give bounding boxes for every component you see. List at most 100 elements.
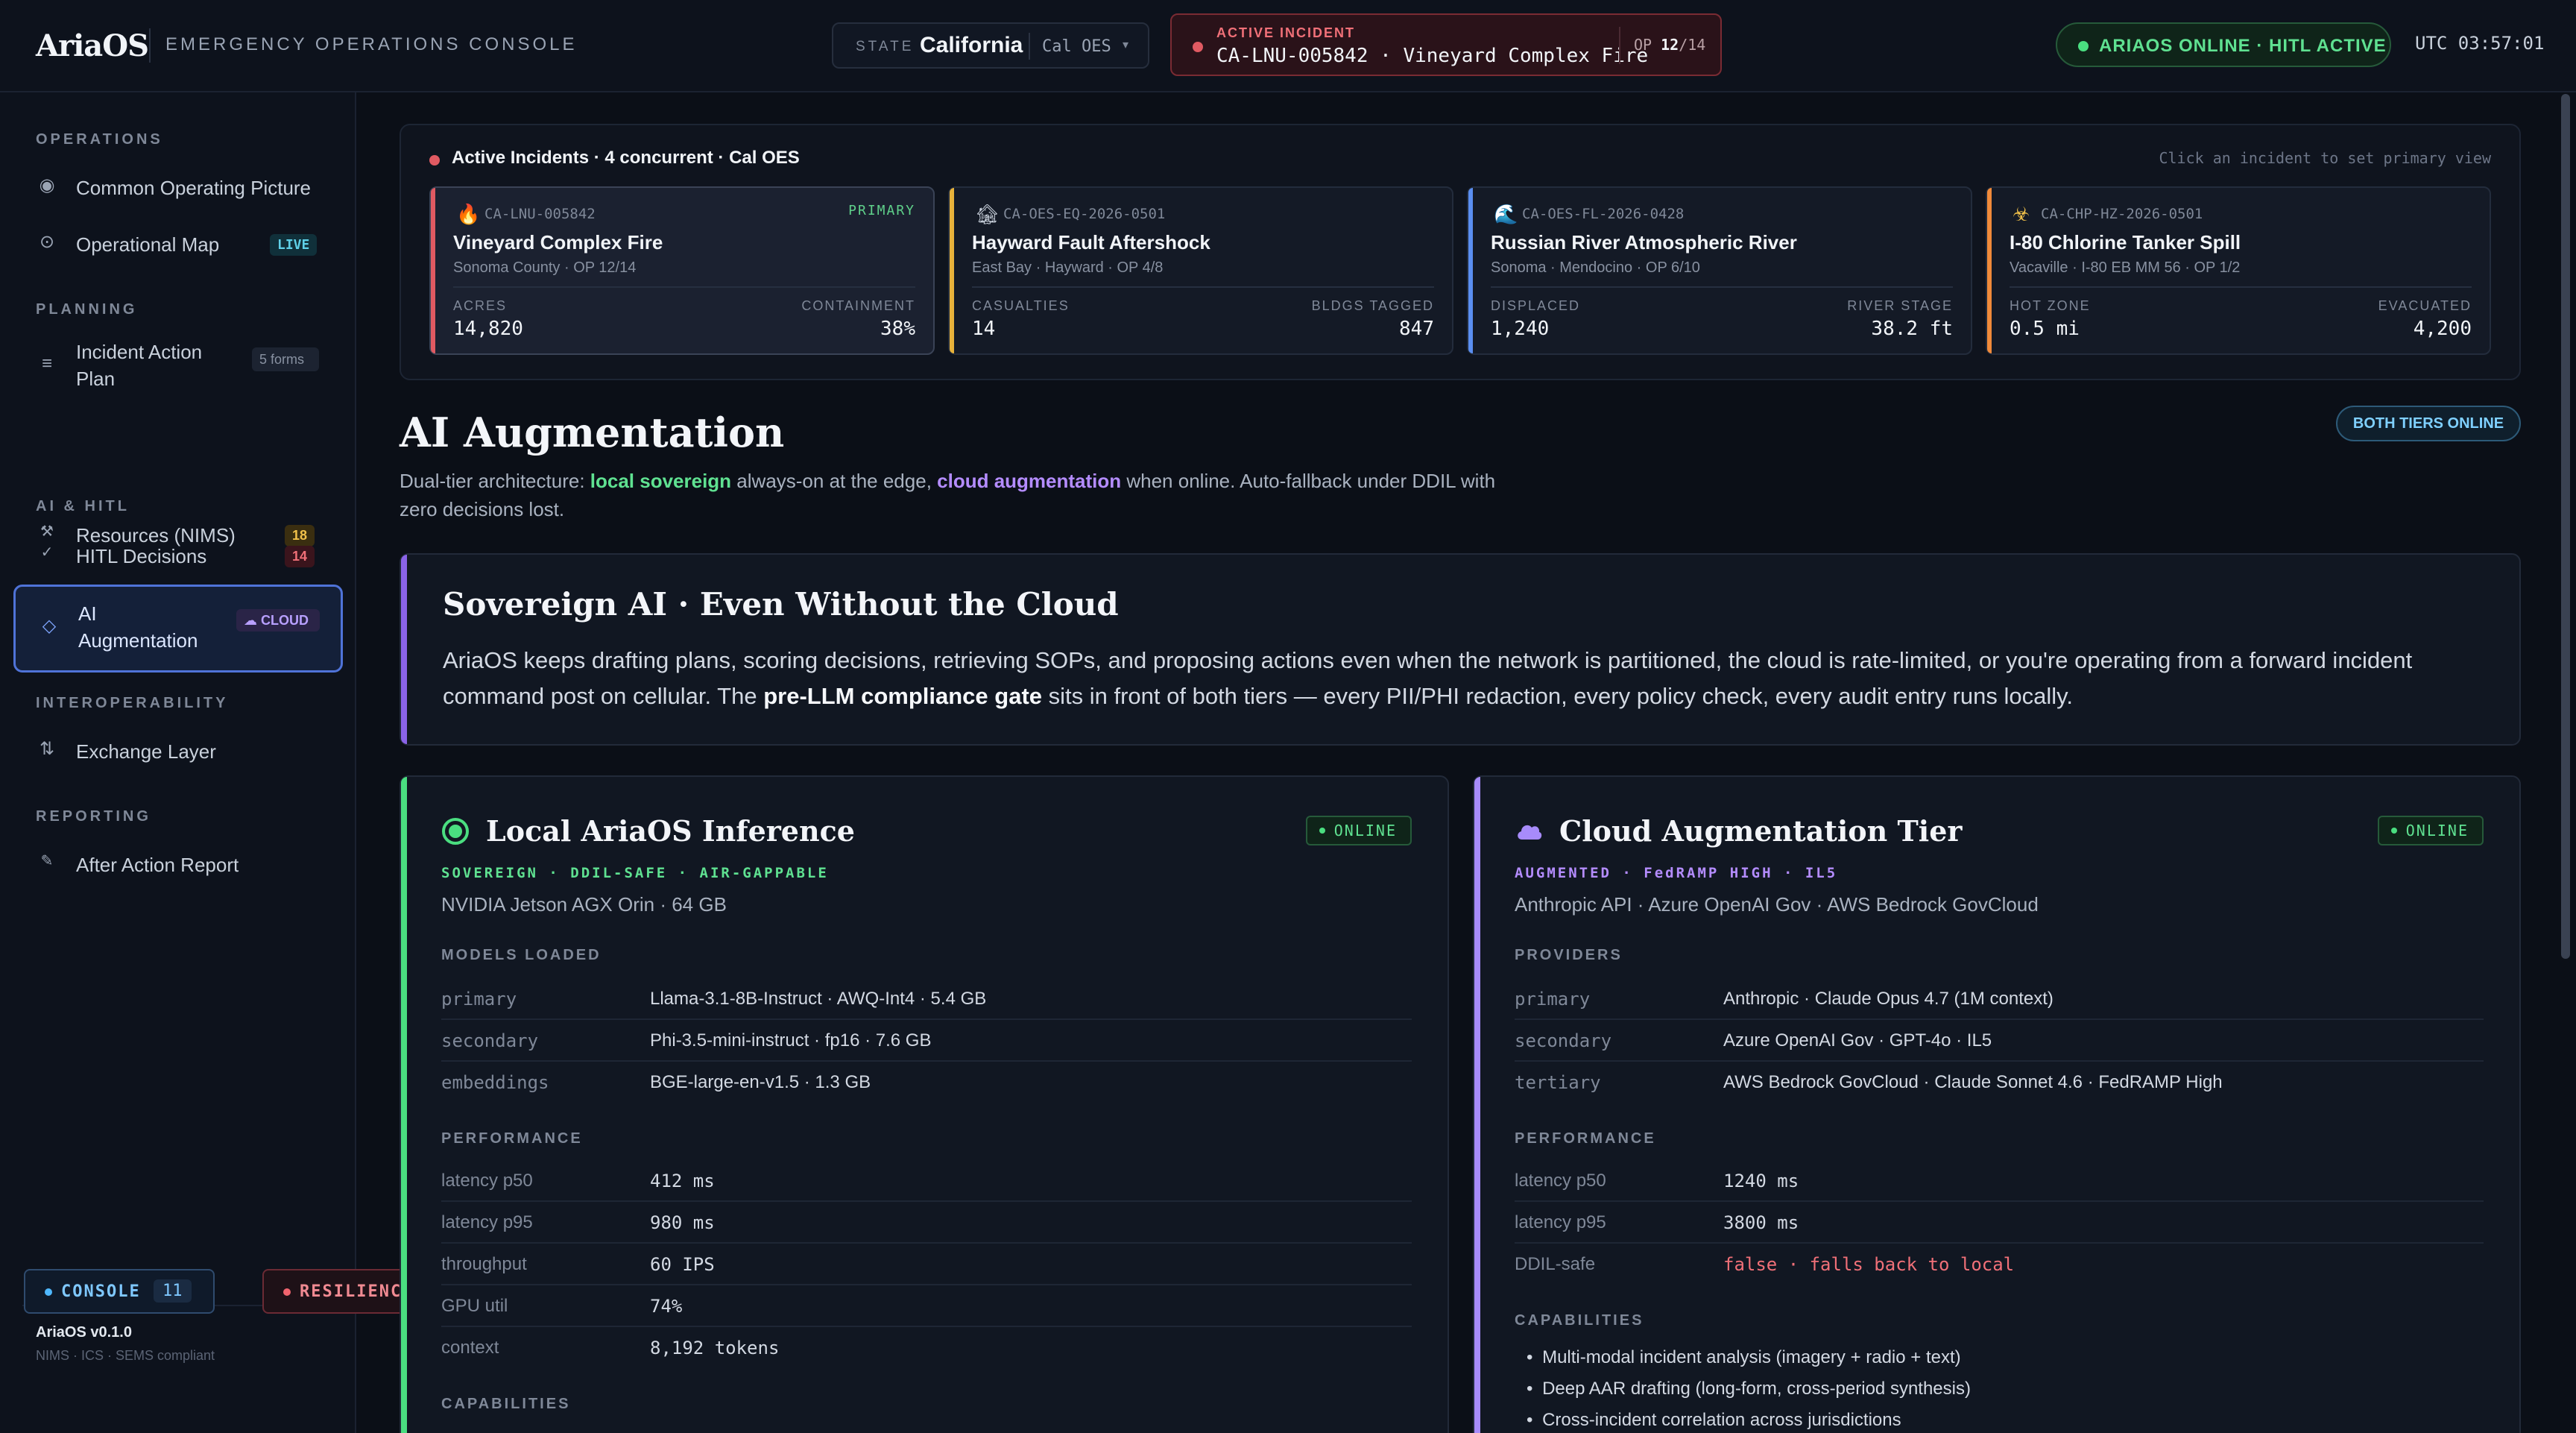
alert-dot-icon: [1193, 42, 1203, 52]
diamond-icon: ◇: [42, 616, 57, 636]
perf-row: throughput 60 IPS: [441, 1244, 1412, 1285]
compliance-note: NIMS · ICS · SEMS compliant: [36, 1348, 215, 1363]
sidebar-item-label: Operational Map: [76, 233, 220, 256]
app-logo[interactable]: AriaOS: [36, 28, 149, 63]
system-status-pill[interactable]: ARIAOS ONLINE · HITL ACTIVE: [2056, 22, 2391, 67]
sidebar-item-label: AI Augmentation: [78, 602, 198, 652]
incident-id: CA-CHP-HZ-2026-0501: [2041, 206, 2203, 222]
kv-key: secondary: [1515, 1030, 1612, 1051]
state-agency: Cal OES: [1042, 37, 1111, 56]
sidebar: OPERATIONS ◉ Common Operating Picture ⊙ …: [0, 92, 356, 1433]
desc-text: always-on at the edge,: [731, 470, 938, 492]
checkmark-icon: ✓: [40, 544, 54, 561]
scrollbar-thumb[interactable]: [2561, 94, 2570, 959]
kv-key: DDIL-safe: [1515, 1254, 1596, 1274]
incident-card[interactable]: 🔥 CA-LNU-005842 PRIMARY Vineyard Complex…: [429, 186, 935, 355]
kv-value: BGE-large-en-v1.5 · 1.3 GB: [650, 1072, 871, 1092]
status-dot-icon: [45, 1288, 52, 1296]
tools-icon: ⚒: [40, 523, 54, 540]
sidebar-item-after-action-report[interactable]: ✎ After Action Report: [13, 841, 343, 889]
app-version: AriaOS v0.1.0: [36, 1324, 132, 1341]
section-reporting: REPORTING: [36, 808, 151, 825]
swap-arrows-icon: ⇅: [39, 739, 55, 759]
chevron-down-icon: ▾: [1123, 39, 1129, 51]
tier-status-badge: ONLINE: [1305, 816, 1412, 845]
sidebar-item-common-operating-picture[interactable]: ◉ Common Operating Picture: [13, 164, 343, 212]
resources-count-badge: 18: [285, 525, 315, 547]
op-current: 12: [1661, 36, 1679, 54]
crosshair-icon: ⊙: [39, 232, 55, 252]
kv-key: context: [441, 1338, 499, 1358]
provider-row: primary Anthropic · Claude Opus 4.7 (1M c…: [1515, 978, 2484, 1020]
hitl-count-badge: 14: [285, 546, 315, 567]
sidebar-item-label: Resources (NIMS): [76, 524, 236, 547]
tier-status-badge: ONLINE: [2377, 816, 2484, 845]
kv-value: 8,192 tokens: [650, 1338, 780, 1358]
sidebar-item-ai-augmentation[interactable]: ◇ AI Augmentation ☁ CLOUD: [13, 585, 343, 673]
kv-value: false · falls back to local: [1723, 1254, 2015, 1275]
incident-card[interactable]: ☣ CA-CHP-HZ-2026-0501 I-80 Chlorine Tank…: [1986, 186, 2491, 355]
desc-local-highlight: local sovereign: [590, 470, 732, 492]
model-row: secondary Phi-3.5-mini-instruct · fp16 · …: [441, 1020, 1412, 1062]
incident-location: Sonoma · Mendocino · OP 6/10: [1491, 259, 1700, 276]
metric-value: 4,200: [2413, 318, 2472, 340]
console-title: EMERGENCY OPERATIONS CONSOLE: [165, 34, 578, 54]
metric-value: 14,820: [453, 318, 523, 340]
incident-id: CA-OES-FL-2026-0428: [1522, 206, 1685, 222]
kv-value: 74%: [650, 1296, 683, 1317]
local-tier-panel: Local AriaOS Inference ONLINE SOVEREIGN …: [400, 775, 1449, 1433]
incident-name: Hayward Fault Aftershock: [972, 231, 1210, 253]
active-incident-selector[interactable]: ACTIVE INCIDENT CA-LNU-005842 · Vineyard…: [1170, 13, 1722, 76]
status-dot-icon: [2078, 41, 2089, 51]
tier-title: Local AriaOS Inference: [486, 814, 855, 848]
console-button[interactable]: CONSOLE 11: [24, 1269, 215, 1314]
alert-dot-icon: [429, 155, 440, 166]
kv-value: 980 ms: [650, 1212, 715, 1233]
panel-title: Active Incidents · 4 concurrent · Cal OE…: [452, 148, 800, 168]
divider: [149, 28, 151, 63]
divider: [1491, 286, 1953, 288]
kv-key: latency p95: [441, 1212, 533, 1232]
primary-tag: PRIMARY: [848, 203, 915, 218]
both-tiers-status-pill: BOTH TIERS ONLINE: [2336, 406, 2521, 441]
section-planning: PLANNING: [36, 301, 138, 318]
sidebar-item-label: HITL Decisions: [76, 545, 207, 567]
radio-on-icon: [442, 818, 469, 845]
kv-value: Azure OpenAI Gov · GPT-4o · IL5: [1723, 1030, 1992, 1051]
kv-key: throughput: [441, 1254, 527, 1274]
metric-label: ACRES: [453, 298, 508, 313]
capability-item: Deep AAR drafting (long-form, cross-peri…: [1515, 1373, 1971, 1405]
section-header: CAPABILITIES: [441, 1396, 571, 1412]
active-incident-label: ACTIVE INCIDENT: [1216, 25, 1356, 40]
op-total: /14: [1679, 36, 1706, 54]
metric-label: CONTAINMENT: [801, 298, 915, 313]
incident-name: Russian River Atmospheric River: [1491, 231, 1797, 253]
cloud-badge: ☁ CLOUD: [236, 609, 320, 632]
sidebar-item-label: Exchange Layer: [76, 740, 216, 763]
metric-label: RIVER STAGE: [1847, 298, 1953, 313]
tier-providers-line: Anthropic API · Azure OpenAI Gov · AWS B…: [1515, 893, 2039, 916]
incident-stripe: [1468, 188, 1473, 353]
tier-tags: SOVEREIGN · DDIL-SAFE · AIR-GAPPABLE: [441, 865, 829, 881]
section-interoperability: INTEROPERABILITY: [36, 695, 229, 711]
sidebar-item-operational-map[interactable]: ⊙ Operational Map LIVE: [13, 221, 343, 268]
list-icon: ≡: [41, 353, 52, 374]
perf-row: GPU util 74%: [441, 1285, 1412, 1327]
sidebar-item-resources[interactable]: ⚒ Resources (NIMS) 18: [13, 511, 343, 559]
sidebar-item-exchange-layer[interactable]: ⇅ Exchange Layer: [13, 728, 343, 775]
section-ai-hitl: AI & HITL: [36, 498, 130, 514]
kv-value: Phi-3.5-mini-instruct · fp16 · 7.6 GB: [650, 1030, 932, 1051]
incident-card[interactable]: 🌊 CA-OES-FL-2026-0428 Russian River Atmo…: [1467, 186, 1972, 355]
radio-target-icon: ◉: [39, 175, 55, 195]
active-incidents-panel: Active Incidents · 4 concurrent · Cal OE…: [400, 124, 2521, 380]
sidebar-item-hitl-decisions[interactable]: ✓ HITL Decisions 14: [13, 532, 343, 580]
kv-key: primary: [441, 989, 517, 1010]
desc-text: when online. Auto-fallback under DDIL wi…: [400, 470, 1496, 520]
incident-card[interactable]: 🏚 CA-OES-EQ-2026-0501 Hayward Fault Afte…: [948, 186, 1453, 355]
callout-text: AriaOS keeps drafting plans, scoring dec…: [443, 643, 2485, 714]
sidebar-item-incident-action-plan[interactable]: ≡ Incident Action Plan 5 forms: [13, 333, 343, 401]
state-selector[interactable]: STATE California Cal OES ▾: [832, 22, 1149, 69]
section-header: PERFORMANCE: [441, 1130, 583, 1147]
active-incident-name: CA-LNU-005842 · Vineyard Complex Fire: [1216, 45, 1649, 67]
perf-row: latency p50 1240 ms: [1515, 1160, 2484, 1202]
